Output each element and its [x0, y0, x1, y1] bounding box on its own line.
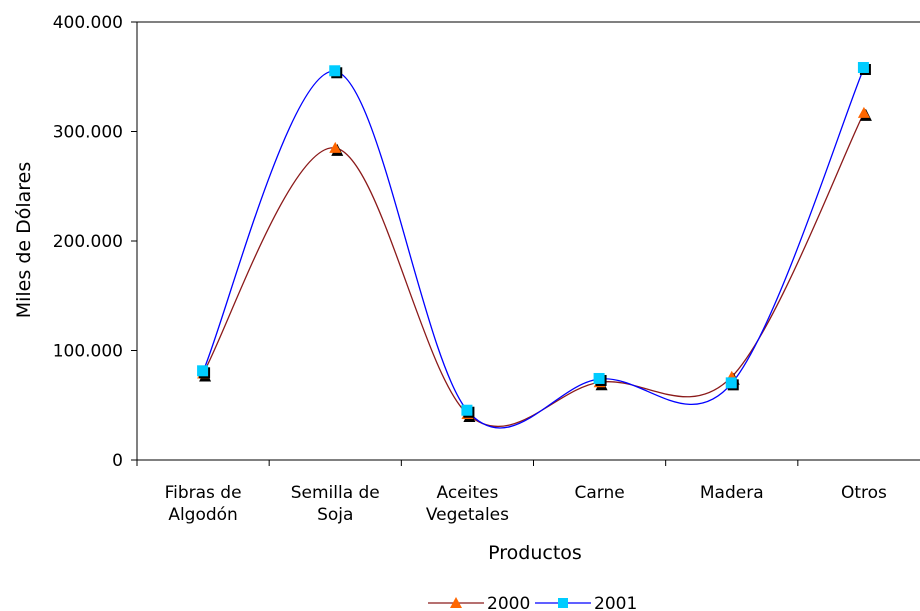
- y-tick-label: 0: [112, 451, 123, 471]
- data-point: [725, 377, 737, 389]
- legend-item-2000: 2000: [428, 594, 530, 611]
- x-tick-label: Carne: [574, 483, 624, 503]
- x-axis-title: Productos: [488, 542, 582, 564]
- y-tick-label: 400.000: [53, 13, 123, 33]
- x-axis: Fibras de Algodón Semilla de Soja Aceites Veg…: [136, 460, 887, 525]
- x-tick-label: Fibras de Algodón: [165, 483, 242, 525]
- data-point: [857, 61, 869, 73]
- data-point: [461, 404, 473, 416]
- x-tick-label: Otros: [841, 483, 887, 503]
- data-point: [329, 65, 341, 77]
- x-tick-label: Aceites Vegetales: [426, 483, 509, 525]
- legend-marker: [558, 598, 568, 608]
- data-point: [197, 365, 209, 377]
- series-2000: [202, 112, 865, 428]
- plot-area: [136, 21, 920, 461]
- y-axis-title: Miles de Dólares: [13, 162, 35, 319]
- legend-marker: [450, 597, 462, 608]
- series-markers-2001: [197, 61, 871, 418]
- y-tick-label: 200.000: [53, 232, 123, 252]
- plot-border: [136, 21, 920, 461]
- series-layer: [197, 61, 872, 429]
- legend: 2000 2001: [428, 594, 637, 611]
- x-tick-label: Madera: [700, 483, 764, 503]
- y-tick-label: 300.000: [53, 123, 123, 143]
- series-line-2000: [202, 112, 865, 428]
- data-point: [593, 372, 605, 384]
- y-axis: 0 100.000 200.000 300.000 400.000: [53, 13, 137, 471]
- legend-label: 2001: [594, 594, 637, 611]
- data-point: [857, 106, 870, 118]
- legend-label: 2000: [487, 594, 530, 611]
- series-2001: [202, 67, 865, 429]
- y-tick-label: 100.000: [53, 342, 123, 362]
- legend-item-2001: 2001: [535, 594, 637, 611]
- data-point: [329, 141, 342, 153]
- series-markers-2000: [197, 106, 872, 423]
- x-tick-label: Semilla de Soja: [291, 483, 380, 525]
- series-line-2001: [202, 67, 865, 429]
